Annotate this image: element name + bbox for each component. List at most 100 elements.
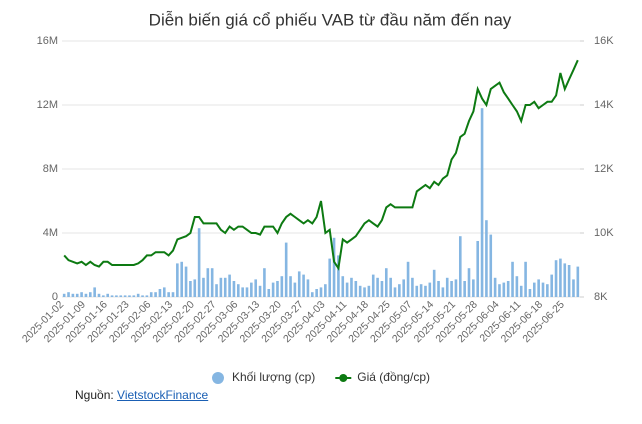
bar [197, 228, 201, 297]
bar [550, 274, 554, 297]
bar [450, 281, 453, 297]
y2-tick-label: 14K [594, 99, 614, 111]
bar [376, 277, 379, 297]
bar [506, 281, 510, 297]
bar [115, 295, 118, 297]
bar [476, 241, 480, 297]
bar [180, 261, 184, 297]
bar [380, 281, 384, 297]
bar [158, 289, 162, 297]
bar [445, 277, 449, 297]
bar [132, 295, 136, 297]
bar [441, 287, 445, 297]
bar [371, 274, 375, 297]
legend-swatch [212, 372, 224, 384]
bar [432, 269, 436, 297]
y-tick-label: 12M [37, 99, 58, 111]
bar [419, 284, 423, 297]
bar [559, 258, 562, 297]
bar [315, 289, 318, 297]
bar [67, 292, 70, 297]
bar [389, 277, 392, 297]
bar [493, 277, 497, 297]
bar [546, 284, 549, 297]
bar [123, 295, 127, 297]
bar [271, 282, 275, 297]
bar [458, 236, 462, 297]
bar [554, 260, 558, 297]
bar [384, 268, 388, 297]
bar [354, 281, 358, 297]
bar [189, 281, 192, 297]
bar [502, 282, 506, 297]
bar [541, 282, 545, 297]
bar [236, 284, 240, 297]
bar [276, 281, 279, 297]
bar [263, 268, 266, 297]
bar [184, 266, 188, 297]
bar [119, 295, 123, 297]
legend-item: Giá (đồng/cp) [335, 370, 430, 384]
bar [141, 295, 144, 297]
bar [398, 284, 401, 297]
bar [206, 268, 210, 297]
bar [193, 279, 197, 297]
bar [302, 274, 305, 297]
bar [93, 287, 96, 297]
bar [428, 282, 432, 297]
bar [511, 261, 514, 297]
bar [437, 281, 440, 297]
bar [341, 276, 345, 297]
bar [310, 292, 314, 297]
bar [106, 293, 110, 297]
bar [350, 277, 353, 297]
bar [485, 220, 488, 297]
source-link[interactable]: VietstockFinance [117, 388, 209, 402]
bar [306, 279, 310, 297]
bar [297, 271, 301, 297]
y2-tick-label: 10K [594, 227, 614, 239]
bar [149, 292, 153, 297]
bar [80, 292, 83, 297]
bar [528, 289, 532, 297]
bar [223, 277, 227, 297]
bar [228, 274, 231, 297]
bar [367, 285, 371, 297]
legend-label: Khối lượng (cp) [232, 370, 315, 384]
bar [337, 255, 340, 297]
y2-tick-label: 12K [594, 163, 614, 175]
bar [415, 285, 419, 297]
bar [250, 282, 253, 297]
bar [176, 263, 179, 297]
bar [71, 293, 75, 297]
y-tick-label: 4M [43, 227, 58, 239]
bar [145, 295, 149, 297]
bar [345, 282, 349, 297]
bar [572, 279, 575, 297]
price-line [63, 59, 579, 271]
bar [576, 266, 580, 297]
bar [232, 281, 236, 297]
bar [219, 277, 223, 297]
source-label: Nguồn: [75, 388, 114, 402]
bar [411, 277, 414, 297]
legend-item: Khối lượng (cp) [212, 370, 315, 384]
bar [258, 285, 262, 297]
bar [254, 279, 258, 297]
bar [210, 268, 214, 297]
y2-tick-label: 16K [594, 35, 614, 47]
bar [567, 265, 571, 297]
bar [489, 234, 493, 297]
bar [532, 282, 536, 297]
y2-tick-label: 8K [594, 291, 608, 303]
bar [267, 289, 271, 297]
bar [563, 263, 567, 297]
bar [128, 295, 131, 297]
bar [393, 287, 397, 297]
bar [215, 284, 218, 297]
bar [171, 292, 175, 297]
bar [241, 287, 244, 297]
y-tick-label: 16M [37, 35, 58, 47]
